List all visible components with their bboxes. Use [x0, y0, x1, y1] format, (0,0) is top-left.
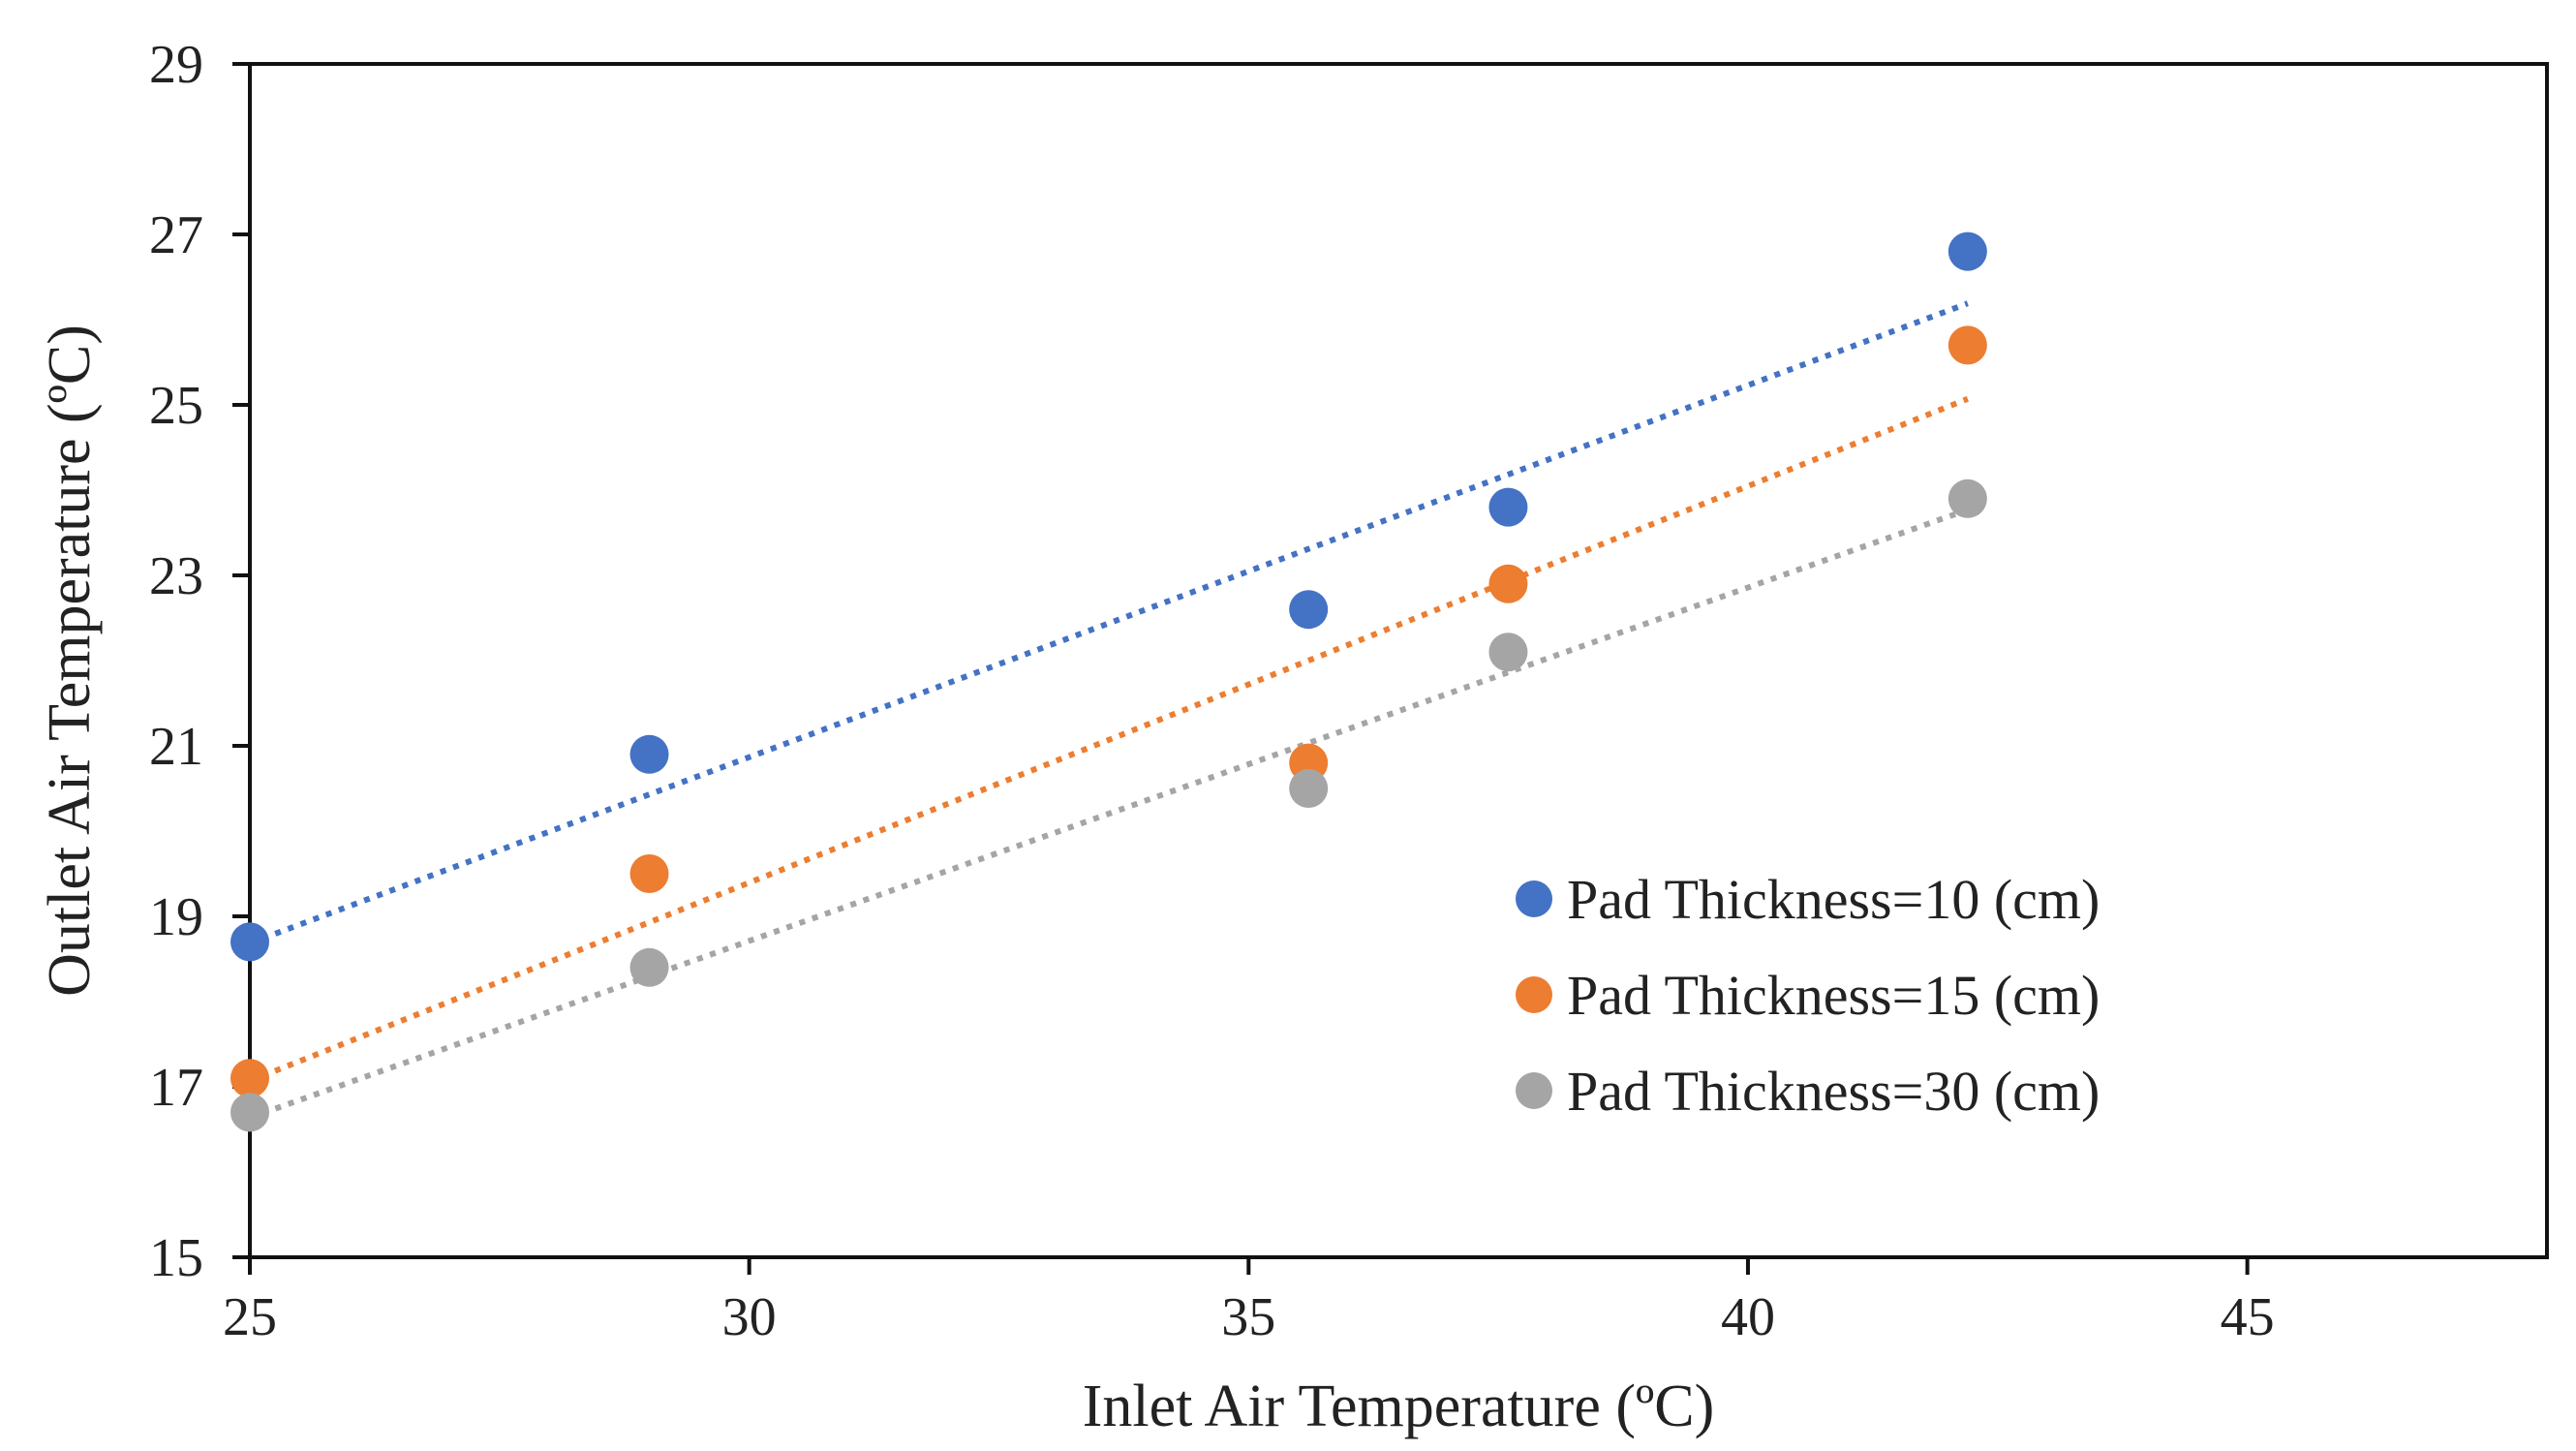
- legend-marker-series-3: [1516, 1072, 1552, 1109]
- data-point-series-2: [629, 854, 669, 893]
- y-tick-label: 27: [149, 205, 203, 265]
- y-tick-label: 21: [149, 717, 203, 777]
- data-point-series-1: [629, 734, 669, 774]
- y-tick-label: 29: [149, 35, 203, 95]
- data-point-series-1: [1947, 232, 1987, 271]
- trendlines: [248, 300, 1969, 1121]
- y-tick-label: 25: [149, 376, 203, 436]
- axes: 25 30 35 40 45 15 17 19 21 23 25 27 29: [149, 35, 2275, 1347]
- data-point-series-3: [629, 947, 669, 987]
- x-tick-label: 30: [722, 1287, 777, 1347]
- legend-label-series-1: Pad Thickness=10 (cm): [1567, 868, 2100, 931]
- legend-marker-series-1: [1516, 880, 1552, 917]
- data-point-series-3: [1488, 633, 1528, 672]
- y-axis-title: Outlet Air Temperature (ºC): [37, 324, 103, 997]
- legend-label-series-3: Pad Thickness=30 (cm): [1567, 1060, 2100, 1123]
- trendline-series-1: [248, 300, 1969, 946]
- legend-marker-series-2: [1516, 976, 1552, 1013]
- plot-area-frame: [248, 62, 2549, 1259]
- trendline-series-2: [248, 396, 1969, 1084]
- y-tick-label: 17: [149, 1058, 203, 1118]
- data-point-series-2: [230, 1059, 269, 1098]
- trendline-series-3: [248, 507, 1969, 1121]
- legend-label-series-2: Pad Thickness=15 (cm): [1567, 964, 2100, 1027]
- data-point-series-3: [230, 1093, 269, 1132]
- data-point-series-2: [1488, 564, 1528, 603]
- data-points: [230, 232, 1987, 1132]
- x-tick-label: 35: [1221, 1287, 1275, 1347]
- data-point-series-3: [1947, 479, 1987, 518]
- data-point-series-3: [1289, 769, 1329, 808]
- x-tick-label: 45: [2221, 1287, 2275, 1347]
- y-tick-label: 23: [149, 546, 203, 606]
- x-axis-title: Inlet Air Temperature (ºC): [1083, 1374, 1714, 1439]
- data-point-series-1: [1488, 487, 1528, 527]
- legend: Pad Thickness=10 (cm) Pad Thickness=15 (c…: [1516, 868, 2100, 1123]
- x-tick-label: 40: [1721, 1287, 1775, 1347]
- y-tick-label: 19: [149, 887, 203, 947]
- y-tick-label: 15: [149, 1228, 203, 1288]
- x-tick-label: 25: [223, 1287, 277, 1347]
- data-point-series-1: [1289, 590, 1329, 630]
- data-point-series-1: [230, 922, 269, 962]
- data-point-series-2: [1947, 325, 1987, 365]
